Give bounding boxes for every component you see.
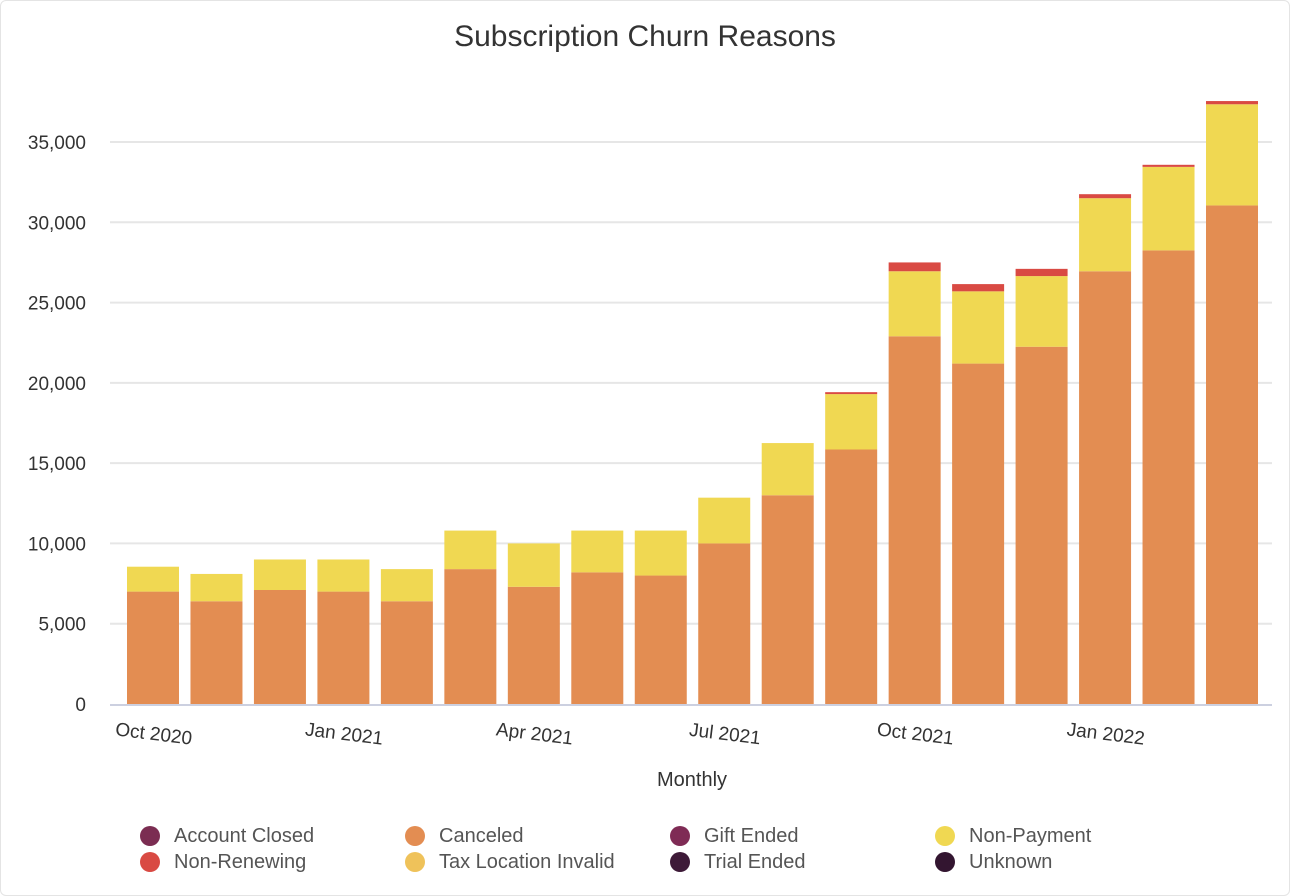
bar-segment-non-payment [253,559,306,590]
legend-marker-icon [670,852,690,872]
bar-segment-canceled [761,495,814,704]
bar-segment-canceled [253,589,306,704]
bar-segment-non-renewing [1206,101,1258,105]
legend-label: Non-Renewing [174,850,307,873]
bar-segment-non-payment [1079,198,1132,272]
bar-segment-non-renewing [1015,268,1068,277]
bar-segment-canceled [1079,271,1132,704]
y-tick-label: 5,000 [38,615,86,636]
bar-segment-canceled [127,591,179,704]
bar-segment-non-payment [1015,276,1068,347]
bar-segment-canceled [634,575,687,704]
bar-segment-non-payment [507,543,560,587]
bar-segment-canceled [698,543,751,704]
legend-marker-icon [140,852,160,872]
legend-label: Tax Location Invalid [439,850,615,873]
legend-item[interactable]: Account Closed [140,824,405,848]
bar-segment-non-payment [698,497,751,544]
legend-item[interactable]: Gift Ended [670,824,935,848]
legend-label: Gift Ended [704,824,799,847]
bar-segment-non-payment [571,530,624,573]
legend-item[interactable]: Trial Ended [670,850,935,874]
bar-segment-non-payment [634,530,687,576]
bar-segment-non-payment [444,530,497,570]
bar-segment-canceled [507,586,560,704]
legend-label: Canceled [439,824,524,847]
legend-marker-icon [405,852,425,872]
y-tick-label: 25,000 [28,294,86,315]
bar-segment-canceled [380,601,433,704]
bar-segment-canceled [1206,205,1258,704]
legend-marker-icon [405,826,425,846]
legend-marker-icon [935,852,955,872]
y-tick-label: 0 [75,695,86,716]
bar-segment-non-renewing [825,392,878,395]
legend-label: Unknown [969,850,1053,873]
bar-segment-non-payment [127,566,179,592]
chart-title: Subscription Churn Reasons [454,20,836,53]
bar-segment-canceled [888,336,941,704]
x-tick-label: Oct 2021 [876,719,955,749]
bar-segment-canceled [1142,250,1195,704]
x-tick-label: Oct 2020 [114,719,193,749]
legend-label: Trial Ended [704,850,806,873]
bar-segment-non-renewing [1079,194,1132,199]
bar-segment-non-payment [952,291,1005,364]
y-tick-label: 20,000 [28,374,86,395]
legend-label: Non-Payment [969,824,1092,847]
y-tick-label: 10,000 [28,534,86,555]
legend-label: Account Closed [174,824,315,847]
bar-segment-canceled [317,591,370,704]
x-tick-label: Jan 2022 [1066,719,1146,749]
bar-segment-non-renewing [1142,164,1195,167]
legend-item[interactable]: Canceled [405,824,670,848]
bar-segment-canceled [190,601,243,704]
bar-segment-non-payment [761,443,814,496]
bar-segment-non-payment [825,394,878,450]
legend-marker-icon [935,826,955,846]
y-tick-label: 15,000 [28,454,86,475]
bar-segment-canceled [952,363,1005,704]
legend-item[interactable]: Non-Payment [935,824,1135,848]
bar-segment-non-payment [317,559,370,592]
bar-segment-non-payment [888,271,941,337]
legend-item[interactable]: Tax Location Invalid [405,850,670,874]
bar-segment-non-payment [1142,166,1195,251]
legend: Account Closed Canceled Gift Ended Non-Paym… [140,824,1140,874]
x-tick-label: Jul 2021 [688,720,762,750]
bar-segment-non-renewing [888,262,941,272]
legend-marker-icon [670,826,690,846]
bar-segment-canceled [571,572,624,704]
legend-marker-icon [140,826,160,846]
y-tick-label: 30,000 [28,213,86,234]
legend-item[interactable]: Unknown [935,850,1135,874]
bar-segment-non-payment [380,569,433,602]
bar-segment-canceled [1015,346,1068,704]
x-axis-title: Monthly [657,769,727,791]
bar-segment-canceled [825,449,878,704]
bar-segment-canceled [444,569,497,704]
legend-item[interactable]: Non-Renewing [140,850,405,874]
y-tick-label: 35,000 [28,133,86,154]
bar-segment-non-renewing [952,284,1005,292]
x-tick-label: Apr 2021 [495,719,574,749]
x-tick-label: Jan 2021 [304,719,384,749]
bar-segment-non-payment [1206,104,1258,206]
bar-segment-non-payment [190,573,243,602]
